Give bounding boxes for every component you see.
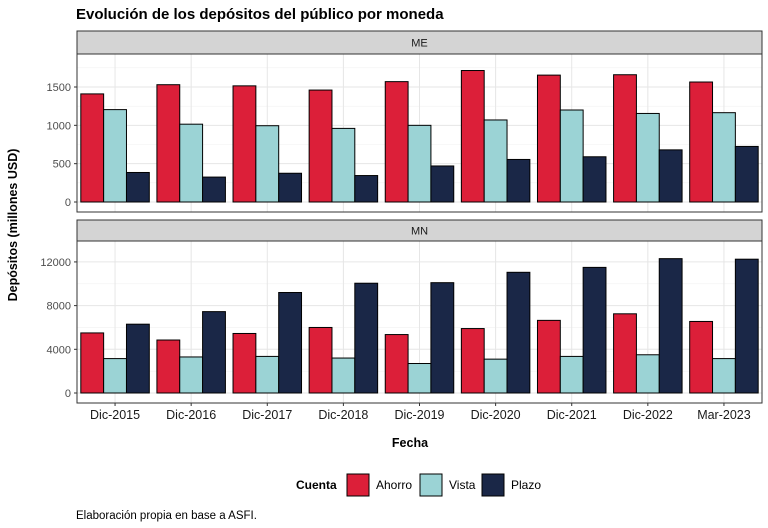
bar-mn-ahorro-0 bbox=[80, 332, 105, 394]
bar-mn-ahorro-4 bbox=[384, 334, 409, 394]
bar-me-plazo-2 bbox=[278, 172, 303, 203]
legend-key-ahorro bbox=[346, 473, 370, 497]
bar-mn-ahorro-5 bbox=[460, 328, 485, 394]
y-axis-title: Depósitos (millones USD) bbox=[6, 149, 20, 302]
bar-mn-ahorro-6 bbox=[536, 319, 561, 394]
bar-mn-ahorro-7 bbox=[613, 313, 637, 394]
legend: Cuenta Ahorro Vista Plazo bbox=[296, 473, 541, 497]
bar-mn-vista-6 bbox=[559, 355, 584, 394]
x-tick-label: Dic-2016 bbox=[166, 408, 216, 422]
chart-title: Evolución de los depósitos del público p… bbox=[76, 6, 444, 23]
x-tick-label: Dic-2017 bbox=[242, 408, 292, 422]
bar-mn-ahorro-2 bbox=[232, 332, 257, 394]
bar-me-ahorro-5 bbox=[460, 70, 485, 203]
bar-me-vista-4 bbox=[407, 124, 432, 203]
chart-caption: Elaboración propia en base a ASFI. bbox=[76, 510, 257, 522]
bar-mn-plazo-1 bbox=[202, 311, 226, 394]
bar-me-ahorro-8 bbox=[689, 81, 714, 203]
bar-me-vista-2 bbox=[255, 125, 280, 203]
bar-me-plazo-4 bbox=[430, 165, 455, 203]
bar-me-plazo-6 bbox=[582, 156, 607, 203]
facet-panel-mn: MN 0 4000 8000 12000 bbox=[40, 219, 763, 404]
bar-me-vista-1 bbox=[179, 123, 204, 203]
bar-me-vista-7 bbox=[635, 112, 660, 203]
facet-panels: ME 0 500 1000 1500 MN 0 4000 8000 12000 bbox=[40, 30, 763, 404]
x-tick-label: Dic-2018 bbox=[318, 408, 368, 422]
facet-strip-label: MN bbox=[411, 226, 428, 238]
bar-me-vista-3 bbox=[331, 127, 356, 203]
bar-me-ahorro-4 bbox=[384, 81, 409, 203]
legend-label-vista: Vista bbox=[449, 478, 476, 492]
bar-mn-ahorro-3 bbox=[308, 326, 333, 394]
bar-me-plazo-1 bbox=[202, 176, 226, 203]
bar-me-vista-6 bbox=[559, 109, 584, 203]
bar-mn-plazo-2 bbox=[278, 292, 303, 394]
bar-me-ahorro-1 bbox=[156, 84, 181, 203]
bar-mn-plazo-7 bbox=[658, 258, 683, 394]
legend-key-vista bbox=[419, 473, 443, 497]
bar-mn-vista-7 bbox=[635, 354, 660, 394]
bar-me-ahorro-0 bbox=[80, 93, 105, 203]
x-tick-label: Dic-2021 bbox=[547, 408, 597, 422]
bar-mn-plazo-0 bbox=[125, 323, 150, 394]
bar-mn-ahorro-1 bbox=[156, 339, 181, 394]
legend-key-plazo bbox=[481, 473, 505, 497]
bar-me-plazo-8 bbox=[734, 145, 759, 203]
bar-mn-ahorro-8 bbox=[689, 320, 714, 394]
bar-mn-plazo-5 bbox=[506, 271, 531, 394]
bar-me-ahorro-7 bbox=[613, 74, 637, 203]
bar-me-vista-8 bbox=[712, 112, 736, 203]
legend-title: Cuenta bbox=[296, 478, 337, 492]
x-tick-label: Dic-2020 bbox=[471, 408, 521, 422]
x-tick-label: Dic-2015 bbox=[90, 408, 140, 422]
bar-me-ahorro-2 bbox=[232, 85, 257, 203]
x-tick-label: Dic-2022 bbox=[623, 408, 673, 422]
y-tick-label: 500 bbox=[53, 159, 71, 171]
panel-border bbox=[76, 53, 763, 213]
y-tick-label: 4000 bbox=[47, 344, 71, 356]
bar-me-ahorro-3 bbox=[308, 89, 333, 203]
bar-mn-plazo-8 bbox=[734, 258, 759, 394]
y-tick-label: 8000 bbox=[47, 301, 71, 313]
y-tick-label: 12000 bbox=[40, 257, 71, 269]
bar-me-plazo-7 bbox=[658, 149, 683, 203]
bar-me-plazo-0 bbox=[125, 171, 150, 203]
bar-me-plazo-3 bbox=[354, 175, 379, 203]
legend-label-ahorro: Ahorro bbox=[376, 478, 412, 492]
x-axis-title: Fecha bbox=[392, 436, 429, 450]
bar-mn-vista-8 bbox=[712, 358, 736, 394]
facet-strip-label: ME bbox=[411, 38, 428, 50]
x-tick-label: Dic-2019 bbox=[394, 408, 444, 422]
bar-me-vista-5 bbox=[483, 119, 508, 203]
bar-mn-vista-0 bbox=[103, 358, 127, 394]
bar-me-plazo-5 bbox=[506, 158, 531, 203]
bar-me-vista-0 bbox=[103, 109, 127, 203]
y-tick-label: 1000 bbox=[47, 120, 71, 132]
bar-mn-plazo-3 bbox=[354, 282, 379, 394]
bar-mn-plazo-4 bbox=[430, 282, 455, 394]
legend-label-plazo: Plazo bbox=[511, 478, 541, 492]
bar-mn-vista-4 bbox=[407, 363, 432, 394]
bar-me-ahorro-6 bbox=[536, 74, 561, 203]
x-axis-ticks: Dic-2015 Dic-2016 Dic-2017 Dic-2018 Dic-2019… bbox=[90, 403, 751, 422]
x-tick-label: Mar-2023 bbox=[697, 408, 751, 422]
y-tick-label: 0 bbox=[65, 388, 71, 400]
bar-mn-vista-2 bbox=[255, 355, 280, 394]
bar-mn-vista-5 bbox=[483, 358, 508, 394]
facet-panel-me: ME 0 500 1000 1500 bbox=[47, 30, 763, 213]
y-tick-label: 1500 bbox=[47, 82, 71, 94]
bar-mn-vista-3 bbox=[331, 357, 356, 394]
y-tick-label: 0 bbox=[65, 197, 71, 209]
bar-mn-plazo-6 bbox=[582, 266, 607, 394]
bar-mn-vista-1 bbox=[179, 356, 204, 394]
